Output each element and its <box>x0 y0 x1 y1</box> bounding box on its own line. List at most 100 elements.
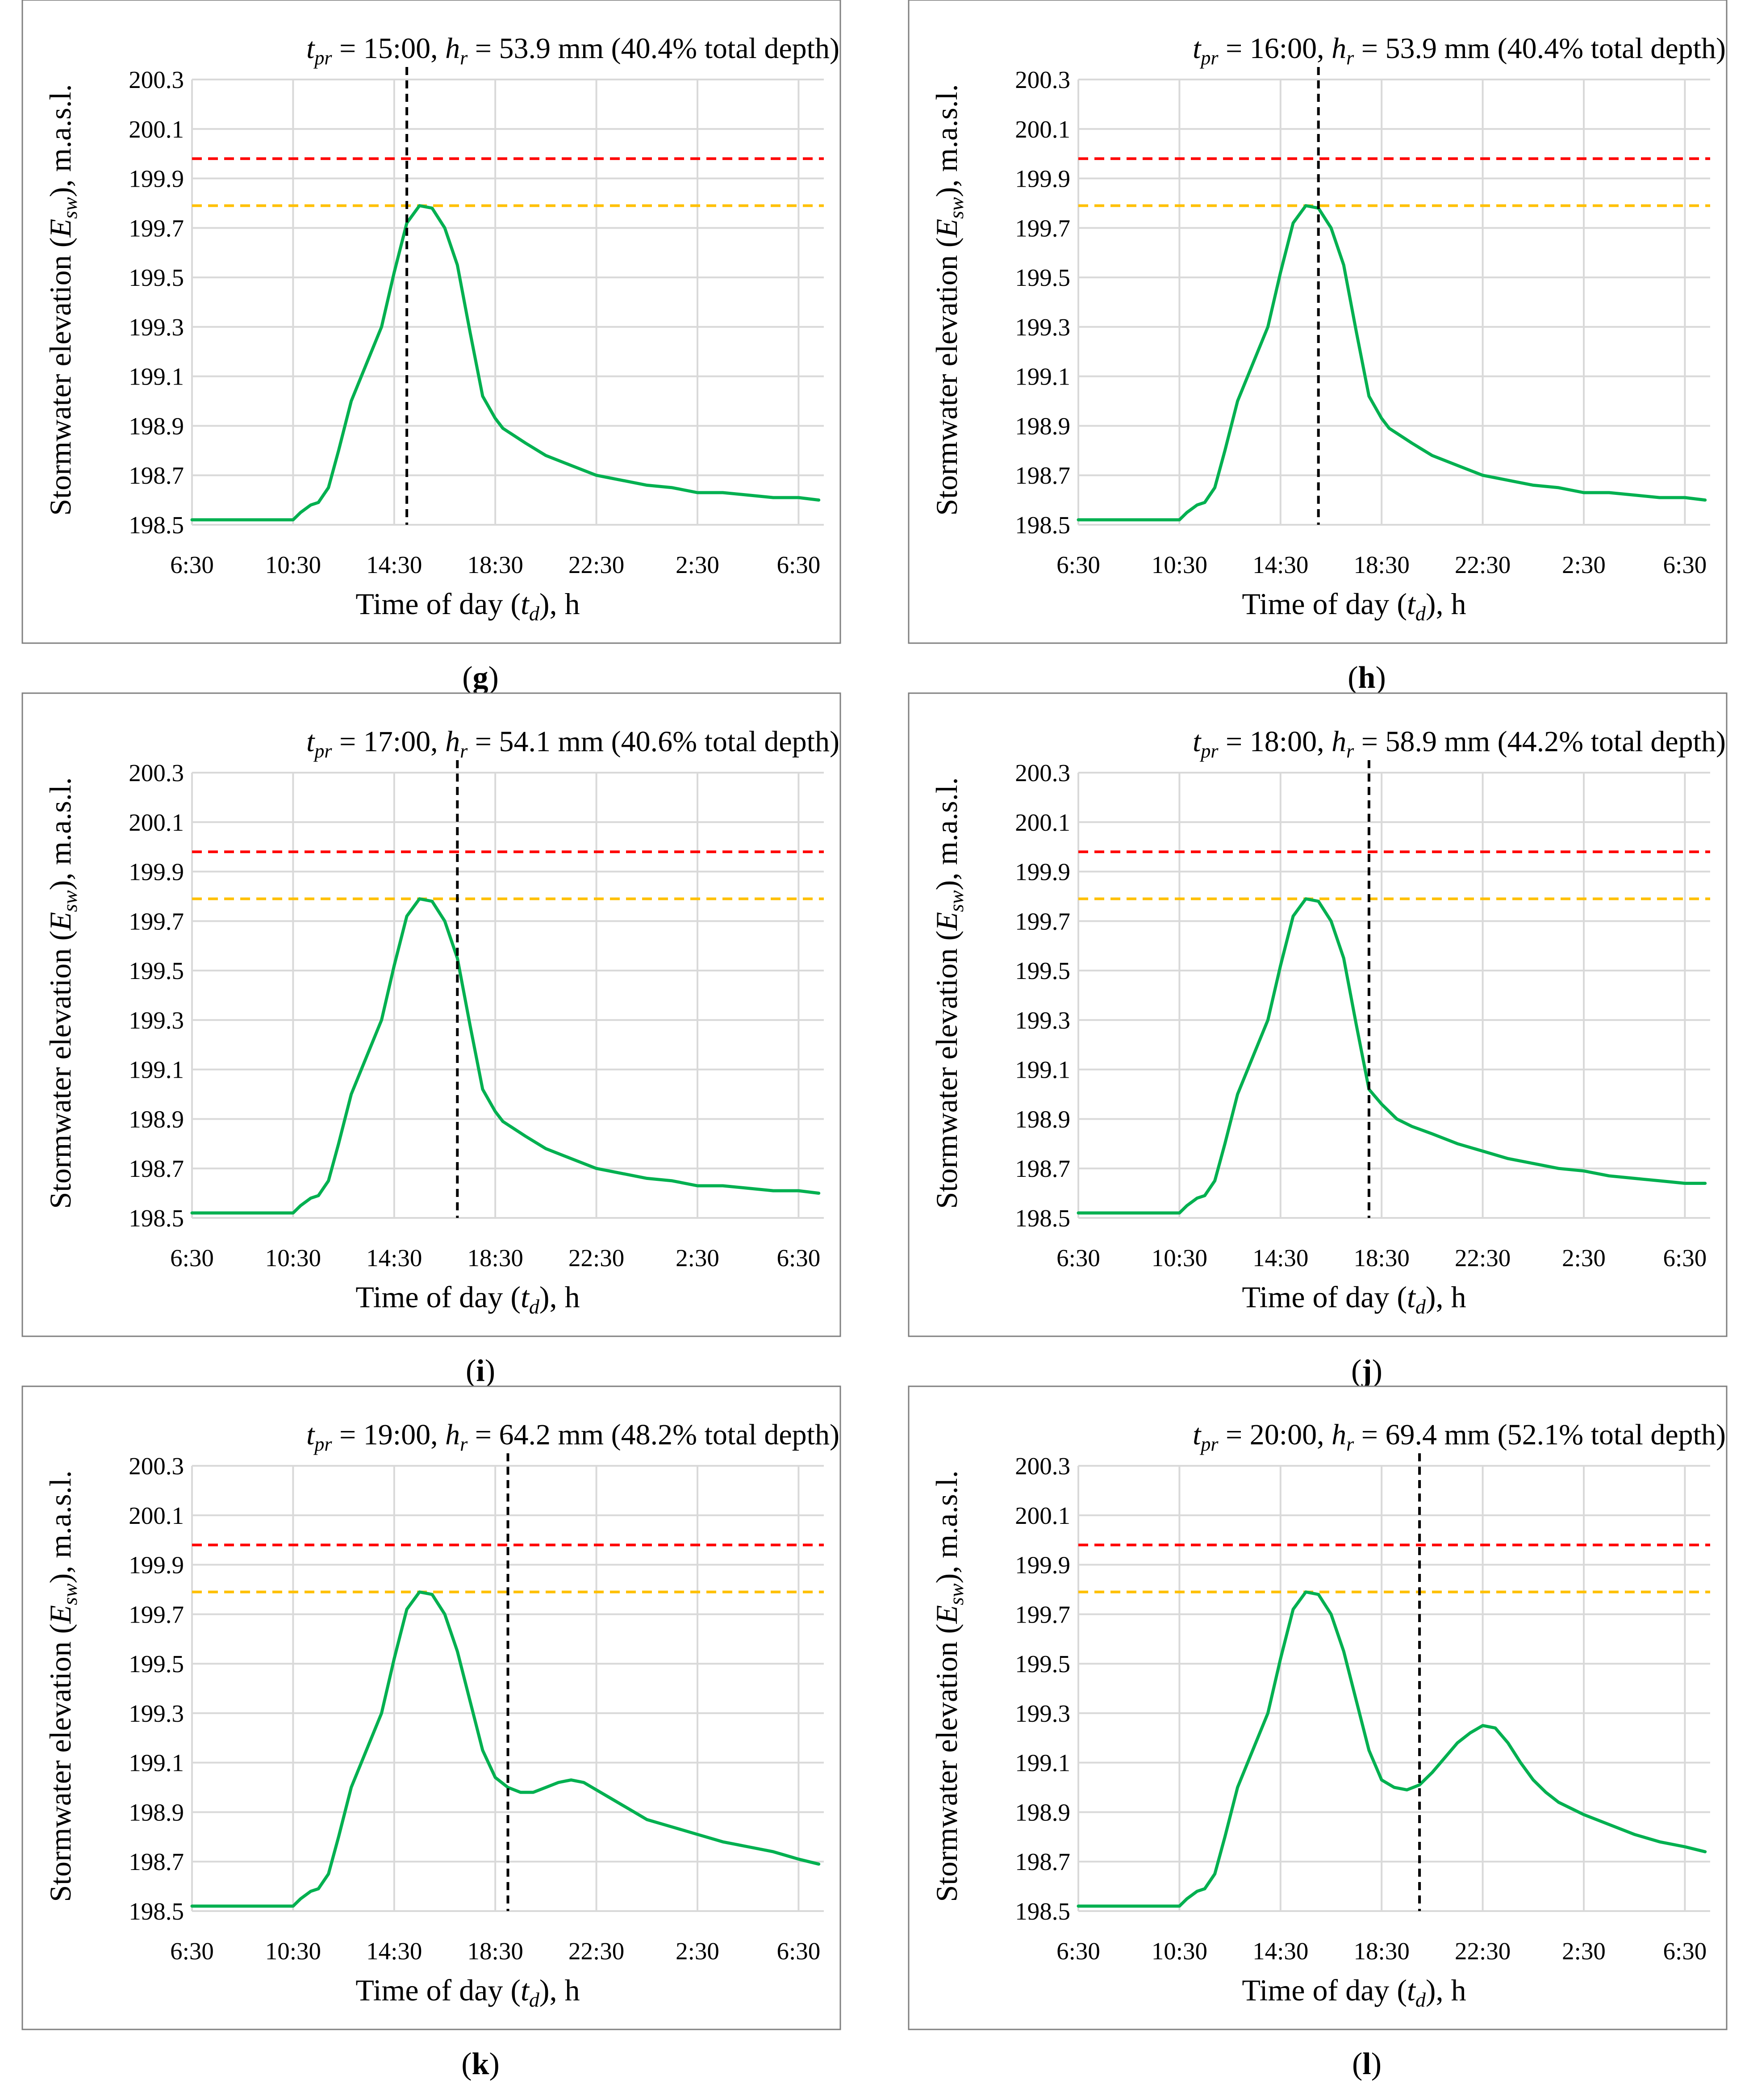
ylabel-text: Stormwater elevation ( <box>43 931 77 1209</box>
xlabel-text: Time of day ( <box>355 1973 521 2007</box>
xlabel-sub: d <box>1415 602 1426 625</box>
ylabel-sub: sw <box>945 890 968 912</box>
y-tick-label: 199.5 <box>129 1650 184 1677</box>
x-tick-label: 22:30 <box>1455 1244 1511 1272</box>
title-sub-pr: pr <box>313 1433 332 1455</box>
x-tick-label: 6:30 <box>1663 1937 1707 1965</box>
ylabel-var: E <box>43 219 77 238</box>
y-tick-label: 199.1 <box>1015 363 1070 390</box>
y-tick-label: 199.3 <box>1015 1700 1070 1727</box>
xlabel-var: t <box>521 1973 530 2007</box>
xlabel-text: Time of day ( <box>1242 587 1407 621</box>
x-tick-label: 10:30 <box>1152 1244 1207 1272</box>
title-sub-r: r <box>460 1433 468 1455</box>
ylabel-var: E <box>930 1605 964 1624</box>
panel-label-close: ) <box>489 2047 499 2081</box>
y-tick-label: 199.1 <box>1015 1749 1070 1777</box>
y-tick-label: 199.9 <box>129 165 184 192</box>
x-axis-title: Time of day (td), h <box>355 587 580 625</box>
series-line-esw <box>1077 1590 1707 1908</box>
series-line-esw <box>1077 897 1707 1215</box>
title-depth: = 58.9 mm (44.2% total depth) <box>1354 725 1726 758</box>
x-tick-label: 14:30 <box>1252 551 1308 578</box>
xlabel-sub: d <box>1415 1988 1426 2011</box>
y-tick-label: 198.5 <box>129 511 184 539</box>
title-time: = 20:00, <box>1219 1418 1332 1451</box>
panel-label-letter: g <box>473 661 488 695</box>
x-tick-label: 10:30 <box>265 1937 321 1965</box>
y-tick-label: 198.9 <box>1015 1105 1070 1133</box>
x-axis-title: Time of day (td), h <box>1242 1973 1466 2011</box>
x-tick-label: 2:30 <box>676 1937 719 1965</box>
y-tick-label: 198.9 <box>1015 1799 1070 1826</box>
y-tick-label: 200.3 <box>129 759 184 786</box>
x-tick-label: 6:30 <box>1056 1937 1100 1965</box>
xlabel-sub: d <box>1415 1295 1426 1318</box>
title-sub-pr: pr <box>313 740 332 762</box>
y-tick-label: 198.7 <box>129 462 184 489</box>
x-tick-label: 2:30 <box>1562 1937 1606 1965</box>
xlabel-text: Time of day ( <box>1242 1973 1407 2007</box>
y-tick-label: 199.3 <box>1015 1007 1070 1034</box>
x-tick-label: 22:30 <box>568 551 624 578</box>
x-tick-label: 10:30 <box>1152 551 1207 578</box>
y-tick-label: 199.9 <box>129 1552 184 1579</box>
x-tick-label: 22:30 <box>1455 551 1511 578</box>
y-axis-title: Stormwater elevation (Esw), m.a.s.l. <box>930 1470 968 1902</box>
xlabel-unit: ), h <box>539 1280 580 1314</box>
xlabel-var: t <box>1407 1280 1416 1314</box>
y-axis-title: Stormwater elevation (Esw), m.a.s.l. <box>930 777 968 1209</box>
xlabel-sub: d <box>529 1988 540 2011</box>
y-tick-label: 200.1 <box>129 116 184 143</box>
x-tick-label: 18:30 <box>1354 1244 1410 1272</box>
y-tick-label: 200.3 <box>1015 759 1070 786</box>
x-tick-label: 10:30 <box>265 551 321 578</box>
ylabel-sub: sw <box>945 1583 968 1605</box>
x-tick-label: 2:30 <box>676 551 719 578</box>
ylabel-unit: ), m.a.s.l. <box>930 1470 964 1583</box>
x-tick-label: 6:30 <box>777 1937 821 1965</box>
xlabel-sub: d <box>529 1295 540 1318</box>
title-sub-r: r <box>460 47 468 69</box>
xlabel-unit: ), h <box>539 587 580 621</box>
panel-label: (l) <box>1352 2047 1382 2081</box>
x-tick-label: 14:30 <box>366 551 422 578</box>
ylabel-var: E <box>43 912 77 931</box>
title-sub-pr: pr <box>1199 740 1219 762</box>
x-tick-label: 6:30 <box>170 1937 214 1965</box>
title-var-t: t <box>1193 32 1202 65</box>
title-sub-r: r <box>460 740 468 762</box>
xlabel-text: Time of day ( <box>355 587 521 621</box>
series-line-esw <box>1077 204 1707 522</box>
title-var-h: h <box>1332 725 1346 758</box>
x-tick-label: 18:30 <box>468 1937 523 1965</box>
series-line-esw <box>190 204 821 522</box>
panel-title: tpr = 18:00, hr = 58.9 mm (44.2% total d… <box>1193 725 1726 762</box>
title-time: = 19:00, <box>332 1418 446 1451</box>
y-tick-label: 199.5 <box>129 264 184 291</box>
x-tick-label: 14:30 <box>366 1937 422 1965</box>
panel-label-close: ) <box>1371 2047 1382 2081</box>
y-tick-label: 198.5 <box>1015 511 1070 539</box>
y-tick-label: 200.1 <box>1015 116 1070 143</box>
y-tick-label: 199.7 <box>129 1601 184 1628</box>
title-var-t: t <box>1193 1418 1202 1451</box>
y-tick-label: 199.5 <box>1015 264 1070 291</box>
panel-label-open: ( <box>461 2047 472 2081</box>
y-tick-label: 199.3 <box>129 1700 184 1727</box>
x-tick-label: 18:30 <box>1354 551 1410 578</box>
panel-label: (i) <box>466 1354 495 1388</box>
title-depth: = 64.2 mm (48.2% total depth) <box>468 1418 839 1451</box>
title-time: = 15:00, <box>332 32 446 65</box>
ylabel-text: Stormwater elevation ( <box>43 238 77 516</box>
y-tick-label: 200.3 <box>1015 1452 1070 1480</box>
chart-panel-h: 200.3 200.1 199.9 199.7 199.5 199.3 199.1 198.9… <box>908 0 1728 695</box>
title-var-t: t <box>306 32 315 65</box>
x-tick-label: 18:30 <box>468 1244 523 1272</box>
chart-panel-k: 200.3 200.1 199.9 199.7 199.5 199.3 199.1 198.9… <box>21 1385 841 2081</box>
title-sub-pr: pr <box>1199 1433 1219 1455</box>
y-tick-label: 199.7 <box>1015 1601 1070 1628</box>
chart-panel-j: 200.3 200.1 199.9 199.7 199.5 199.3 199.1 198.9… <box>908 692 1728 1388</box>
xlabel-text: Time of day ( <box>1242 1280 1407 1314</box>
y-tick-label: 198.9 <box>1015 412 1070 439</box>
